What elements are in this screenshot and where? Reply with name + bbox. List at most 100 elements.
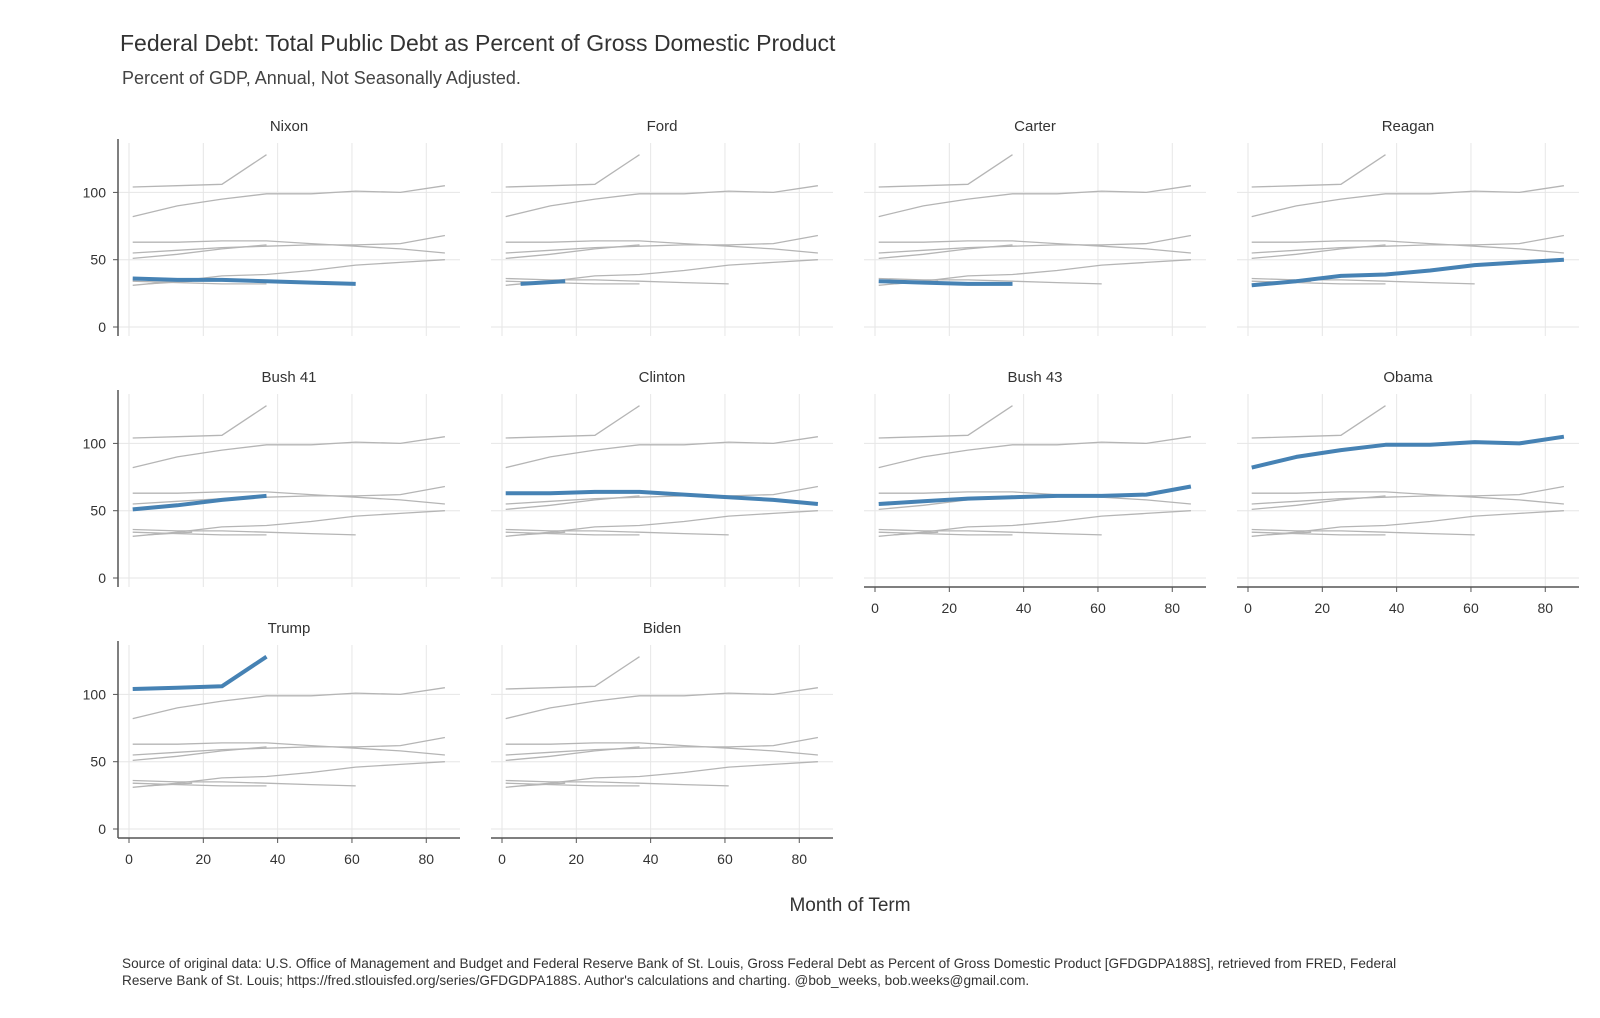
panel-obama: Obama 0 20 40 60 80 [1237,369,1579,616]
background-line-clinton [132,491,445,505]
background-line-clinton [132,742,445,756]
highlight-line-reagan [1251,257,1565,288]
background-line-nixon [505,779,729,787]
background-line-clinton [878,491,1191,505]
x-axis-label: Month of Term [789,895,911,916]
x-tick-label: 0 [1244,600,1252,616]
background-line-obama [132,185,445,218]
panel-trump: Trump 0 50 100 0 20 40 60 80 [83,620,460,867]
x-tick-label: 60 [1463,600,1479,616]
panel-bush-41: Bush 41 0 50 100 [83,369,460,587]
background-line-trump [505,154,640,188]
panel-clinton: Clinton [491,369,833,587]
panel-label: Obama [1383,369,1433,386]
background-line-obama [505,687,818,720]
panel-ford: Ford [491,118,833,336]
caption: Source of original data: U.S. Office of … [122,956,1397,988]
background-line-bush-43 [505,234,819,254]
background-line-reagan [132,761,445,788]
y-tick-label: 50 [90,503,106,519]
background-line-obama [505,436,818,469]
background-line-carter [878,531,1013,536]
background-line-nixon [505,528,729,536]
x-tick-label: 60 [344,851,360,867]
x-tick-label: 80 [791,851,807,867]
background-line-nixon [1251,277,1475,285]
x-tick-label: 0 [125,851,133,867]
x-tick-label: 40 [1389,600,1405,616]
background-line-carter [132,782,267,787]
background-line-reagan [878,259,1191,286]
y-tick-label: 100 [83,184,107,200]
background-line-reagan [505,510,818,537]
chart-subtitle: Percent of GDP, Annual, Not Seasonally A… [122,68,521,88]
background-line-obama [878,436,1191,469]
background-line-obama [505,185,818,218]
background-line-obama [132,687,445,720]
x-tick-label: 80 [418,851,434,867]
background-line-bush-43 [505,736,819,756]
y-tick-label: 0 [98,821,106,837]
background-line-carter [505,531,640,536]
x-tick-label: 60 [717,851,733,867]
background-line-bush-43 [132,485,446,505]
background-line-nixon [1251,528,1475,536]
background-line-carter [505,782,640,787]
x-tick-label: 40 [643,851,659,867]
chart-title: Federal Debt: Total Public Debt as Perce… [120,30,836,56]
highlight-line-carter [878,279,1013,286]
panel-label: Trump [268,620,311,637]
panel-label: Bush 43 [1007,369,1062,386]
highlight-line-ford [520,279,566,286]
panel-label: Nixon [270,118,308,135]
background-line-obama [1251,185,1564,218]
highlight-line-bush-43 [878,484,1192,506]
highlight-line-obama [1251,434,1565,470]
y-tick-label: 0 [98,570,106,586]
highlight-line-trump [132,655,268,691]
highlight-line-bush-41 [132,493,267,512]
background-line-trump [1251,405,1386,439]
y-tick-label: 50 [90,252,106,268]
panel-reagan: Reagan [1237,118,1579,336]
panel-label: Biden [643,620,681,637]
background-line-nixon [878,277,1102,285]
background-line-reagan [132,510,445,537]
highlight-line-clinton [505,489,819,506]
background-line-trump [878,154,1013,188]
background-line-trump [1251,154,1386,188]
background-line-bush-43 [878,234,1192,254]
background-line-trump [505,656,640,690]
background-line-carter [1251,531,1386,536]
panel-label: Ford [647,118,678,135]
background-line-reagan [878,510,1191,537]
panel-carter: Carter [864,118,1206,336]
background-line-obama [878,185,1191,218]
background-line-clinton [878,240,1191,254]
background-line-clinton [505,742,818,756]
background-line-reagan [505,761,818,788]
panel-nixon: Nixon 0 50 100 [83,118,460,336]
x-tick-label: 0 [871,600,879,616]
background-line-clinton [1251,491,1564,505]
background-line-trump [505,405,640,439]
background-line-nixon [505,277,729,285]
x-tick-label: 20 [196,851,212,867]
x-tick-label: 80 [1164,600,1180,616]
background-line-trump [878,405,1013,439]
x-tick-label: 20 [942,600,958,616]
highlight-line-nixon [132,276,356,286]
panel-label: Carter [1014,118,1056,135]
panel-bush-43: Bush 43 0 20 40 60 80 [864,369,1206,616]
background-line-carter [132,531,267,536]
x-tick-label: 40 [270,851,286,867]
y-tick-label: 50 [90,754,106,770]
x-tick-label: 60 [1090,600,1106,616]
background-line-nixon [132,779,356,787]
panel-label: Clinton [639,369,686,386]
background-line-obama [132,436,445,469]
x-tick-label: 20 [1315,600,1331,616]
background-line-clinton [505,240,818,254]
background-line-carter [132,280,267,285]
